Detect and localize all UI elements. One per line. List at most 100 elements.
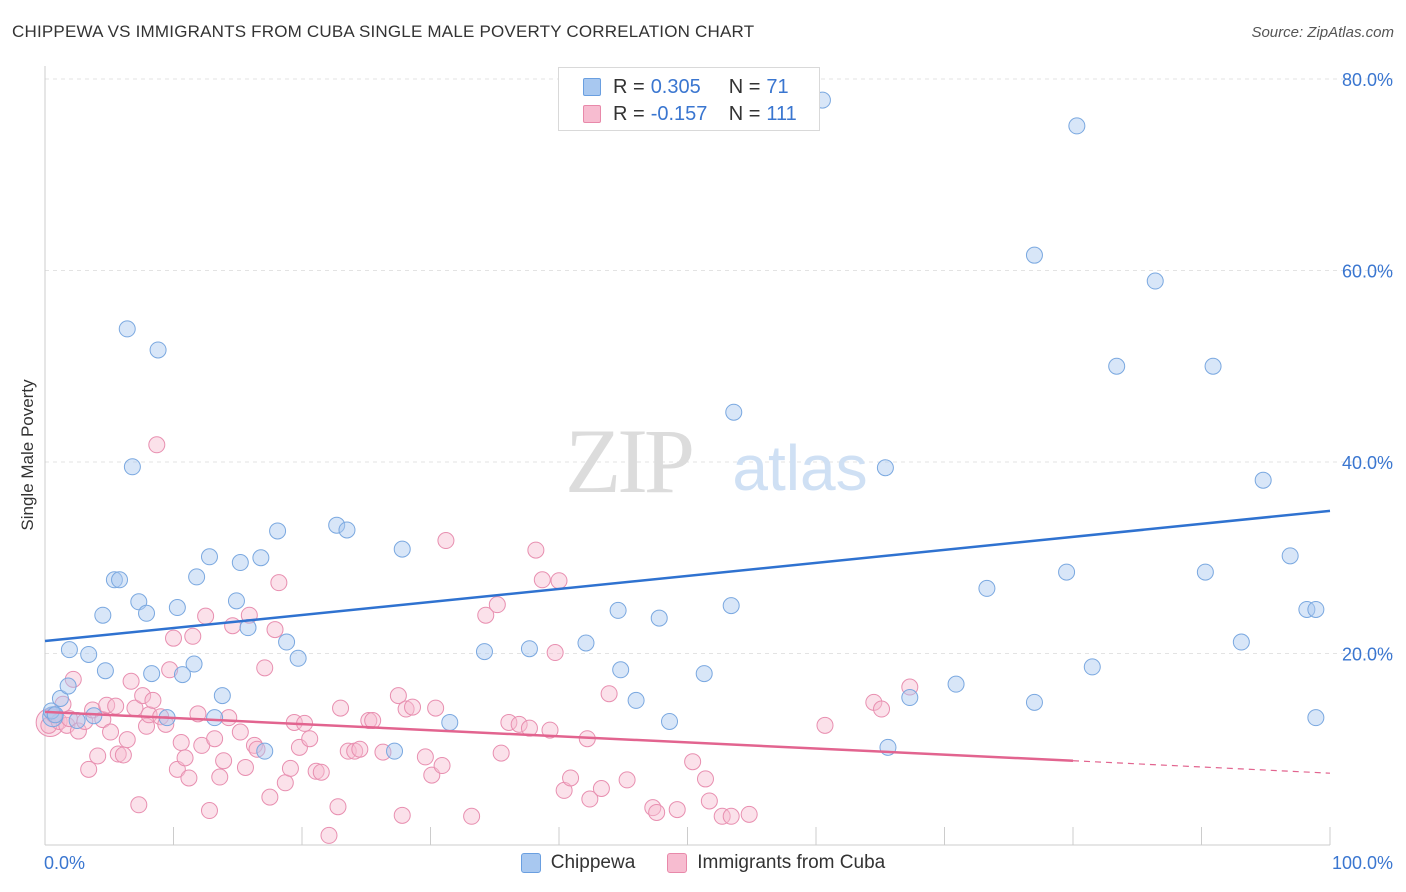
data-point: [650, 609, 668, 627]
data-point: [118, 731, 136, 749]
data-point: [600, 685, 618, 703]
data-point: [463, 807, 481, 825]
data-point: [149, 341, 167, 359]
data-point: [1232, 633, 1250, 651]
data-point: [901, 689, 919, 707]
data-point: [122, 672, 140, 690]
data-point: [1083, 658, 1101, 676]
data-point: [1281, 547, 1299, 565]
data-point: [668, 801, 686, 819]
data-point: [143, 665, 161, 683]
data-point: [1146, 272, 1164, 290]
data-point: [700, 792, 718, 810]
data-point: [740, 805, 758, 823]
data-point: [105, 571, 123, 589]
y-axis-label: Single Male Poverty: [18, 379, 37, 531]
legend-item-chippewa[interactable]: Chippewa: [520, 852, 635, 874]
y-tick-label: 40.0%: [1342, 453, 1393, 473]
data-point: [328, 516, 346, 534]
data-point: [1204, 357, 1222, 375]
data-point: [1025, 246, 1043, 264]
legend-n-value: 71: [766, 75, 789, 98]
data-point: [492, 744, 510, 762]
data-point: [722, 597, 740, 615]
data-point: [696, 770, 714, 788]
data-point: [165, 629, 182, 647]
data-point: [188, 568, 206, 586]
data-point: [1058, 563, 1076, 581]
y-tick-label: 80.0%: [1342, 70, 1393, 90]
data-point: [416, 748, 434, 766]
data-point: [96, 662, 114, 680]
y-tick-label: 20.0%: [1342, 645, 1393, 665]
data-point: [60, 641, 78, 659]
data-point: [252, 549, 270, 567]
data-point: [211, 768, 229, 786]
data-point: [510, 715, 528, 733]
data-point: [873, 700, 891, 718]
legend-item-cuba[interactable]: Immigrants from Cuba: [667, 852, 885, 874]
data-point: [541, 721, 559, 739]
data-point: [816, 716, 834, 734]
data-point: [213, 687, 231, 705]
data-point: [351, 740, 369, 758]
watermark-atlas: atlas: [732, 432, 867, 504]
data-point: [393, 806, 411, 824]
data-point: [612, 661, 630, 679]
data-point: [224, 617, 242, 635]
data-point: [876, 459, 894, 477]
data-point: [329, 798, 347, 816]
data-point: [1068, 117, 1086, 135]
data-point: [157, 715, 175, 733]
data-point: [713, 807, 731, 825]
data-point: [236, 758, 254, 776]
data-point: [389, 687, 407, 705]
data-point: [488, 596, 506, 614]
series-legend: Chippewa Immigrants from Cuba: [0, 852, 1406, 874]
data-point: [59, 677, 77, 695]
data-point: [281, 759, 299, 777]
data-point: [134, 687, 152, 705]
data-point: [206, 730, 224, 748]
data-point: [111, 571, 129, 589]
trend-line-chippewa: [44, 509, 1331, 643]
data-point: [947, 675, 965, 693]
data-point: [123, 458, 141, 476]
data-point: [520, 640, 538, 658]
tick-labels: 20.0% 40.0% 60.0% 80.0% 0.0% 100.0%: [44, 70, 1393, 873]
data-point: [172, 734, 190, 752]
legend-swatch-chippewa: [520, 853, 541, 873]
x-tick-label: 100.0%: [1332, 853, 1393, 873]
data-point: [386, 742, 404, 760]
data-point: [261, 788, 279, 806]
legend-r-value: 0.305: [650, 75, 701, 98]
data-point: [397, 700, 415, 718]
data-point: [256, 742, 274, 760]
data-point: [307, 762, 325, 780]
data-point: [114, 746, 132, 764]
data-point: [184, 627, 202, 645]
data-point: [206, 709, 224, 727]
data-point: [301, 730, 319, 748]
legend-row-cuba: R = -0.157 N = 111: [583, 101, 797, 127]
data-point: [231, 554, 249, 572]
data-point: [520, 719, 538, 737]
data-point: [102, 723, 120, 741]
data-point: [80, 760, 98, 778]
data-point: [269, 522, 287, 540]
trend-line-cuba: [44, 710, 1074, 762]
data-point: [500, 713, 518, 731]
data-point: [51, 690, 69, 708]
data-point: [148, 436, 166, 454]
legend-r-value: -0.157: [650, 102, 708, 125]
data-point: [94, 606, 112, 624]
legend-n-label: N =: [728, 75, 761, 98]
data-point: [289, 649, 307, 667]
grid-lines: [45, 78, 1395, 654]
data-point: [278, 633, 296, 651]
data-point: [180, 769, 198, 787]
legend-r-label: R =: [613, 75, 645, 98]
data-point: [107, 697, 125, 715]
data-point: [168, 599, 186, 617]
